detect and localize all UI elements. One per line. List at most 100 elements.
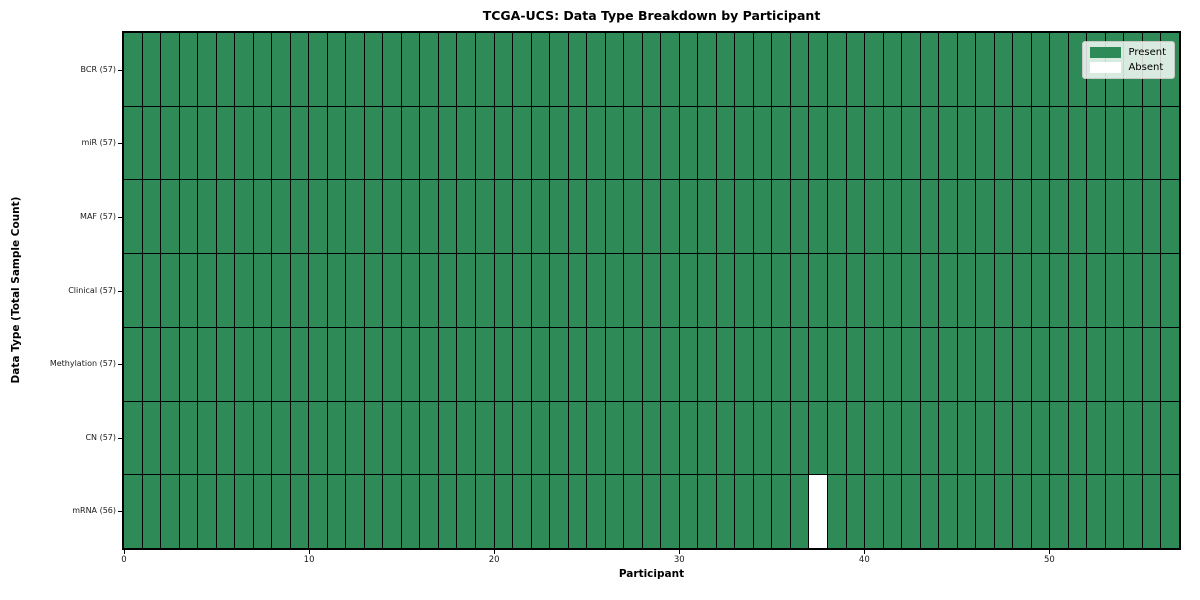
heatmap-cell — [846, 475, 865, 548]
heatmap-cell — [976, 33, 994, 106]
heatmap-cell — [624, 33, 642, 106]
legend: Present Absent — [1082, 41, 1175, 79]
heatmap-cell — [1013, 475, 1031, 548]
heatmap-cell — [735, 180, 753, 254]
heatmap-cell — [1105, 106, 1124, 180]
heatmap-cell — [1161, 106, 1179, 180]
x-tick-label: 40 — [858, 555, 870, 565]
heatmap-cell — [661, 327, 679, 401]
heatmap-cell — [1105, 475, 1124, 548]
heatmap-cell — [420, 254, 438, 327]
heatmap-cell — [253, 475, 272, 548]
heatmap-cell — [1050, 33, 1068, 106]
heatmap-cell — [401, 327, 420, 401]
heatmap-cell — [753, 106, 772, 180]
heatmap-cell — [438, 327, 457, 401]
heatmap-cell — [161, 180, 179, 254]
heatmap-cell — [679, 180, 698, 254]
heatmap-cell — [1013, 180, 1031, 254]
heatmap-cell — [346, 33, 364, 106]
legend-item: Present — [1090, 47, 1166, 58]
heatmap-cell — [976, 401, 994, 475]
heatmap-cell — [475, 327, 494, 401]
heatmap-cell — [531, 106, 550, 180]
heatmap-cell — [642, 327, 661, 401]
heatmap-cell — [253, 254, 272, 327]
heatmap-cell — [661, 475, 679, 548]
heatmap-cell — [179, 106, 198, 180]
heatmap-cell — [550, 327, 568, 401]
heatmap-cell — [698, 254, 716, 327]
heatmap-cell — [883, 106, 902, 180]
y-tick-mark — [118, 69, 122, 71]
heatmap-cell — [753, 475, 772, 548]
heatmap-cell — [383, 106, 401, 180]
heatmap-cell — [216, 401, 235, 475]
heatmap-cell — [920, 106, 939, 180]
y-tick-mark — [118, 216, 122, 218]
heatmap-cell — [994, 180, 1013, 254]
y-tick-mark — [118, 364, 122, 366]
heatmap-cell — [346, 475, 364, 548]
heatmap-cell — [939, 254, 957, 327]
heatmap-cell — [1142, 475, 1161, 548]
heatmap-grid — [124, 33, 1179, 548]
heatmap-cell — [475, 401, 494, 475]
heatmap-cell — [772, 180, 790, 254]
heatmap-cell — [716, 475, 735, 548]
heatmap-cell — [290, 327, 309, 401]
heatmap-cell — [902, 475, 920, 548]
heatmap-cell — [1068, 33, 1087, 106]
heatmap-cell — [568, 33, 587, 106]
heatmap-cell — [957, 254, 976, 327]
heatmap-cell — [475, 180, 494, 254]
heatmap-cell — [1124, 180, 1142, 254]
heatmap-cell — [272, 180, 290, 254]
heatmap-cell — [1068, 475, 1087, 548]
heatmap-cell — [216, 106, 235, 180]
heatmap-cell — [1142, 327, 1161, 401]
heatmap-cell — [457, 327, 475, 401]
y-tick-label: MAF (57) — [80, 211, 116, 221]
x-tick-label: 30 — [673, 555, 685, 565]
heatmap-cell — [846, 401, 865, 475]
heatmap-cell — [790, 475, 809, 548]
heatmap-cell — [124, 327, 142, 401]
heatmap-cell — [939, 106, 957, 180]
heatmap-cell — [568, 475, 587, 548]
heatmap-cell — [235, 254, 253, 327]
heatmap-cell — [309, 106, 327, 180]
heatmap-cell — [605, 401, 624, 475]
heatmap-cell — [309, 254, 327, 327]
heatmap-cell — [698, 401, 716, 475]
y-tick-mark — [118, 511, 122, 513]
heatmap-cell — [1105, 254, 1124, 327]
heatmap-cell — [827, 106, 846, 180]
heatmap-cell — [735, 33, 753, 106]
heatmap-cell — [753, 254, 772, 327]
heatmap-cell — [865, 475, 883, 548]
heatmap-cell — [698, 33, 716, 106]
heatmap-cell — [846, 254, 865, 327]
heatmap-cell — [679, 106, 698, 180]
heatmap-cell — [420, 106, 438, 180]
heatmap-cell — [383, 475, 401, 548]
heatmap-cell — [735, 475, 753, 548]
heatmap-cell — [642, 180, 661, 254]
heatmap-cell — [883, 401, 902, 475]
heatmap-cell — [920, 327, 939, 401]
heatmap-cell — [587, 33, 605, 106]
heatmap-cell — [531, 33, 550, 106]
heatmap-cell — [920, 475, 939, 548]
heatmap-cell — [550, 475, 568, 548]
heatmap-cell — [383, 254, 401, 327]
heatmap-cell — [994, 327, 1013, 401]
heatmap-cell — [1013, 327, 1031, 401]
heatmap-cell — [142, 106, 161, 180]
heatmap-cell — [383, 327, 401, 401]
heatmap-cell — [1068, 106, 1087, 180]
x-tick-mark — [679, 550, 681, 554]
heatmap-cell — [235, 475, 253, 548]
heatmap-cell — [364, 180, 383, 254]
heatmap-cell — [939, 475, 957, 548]
